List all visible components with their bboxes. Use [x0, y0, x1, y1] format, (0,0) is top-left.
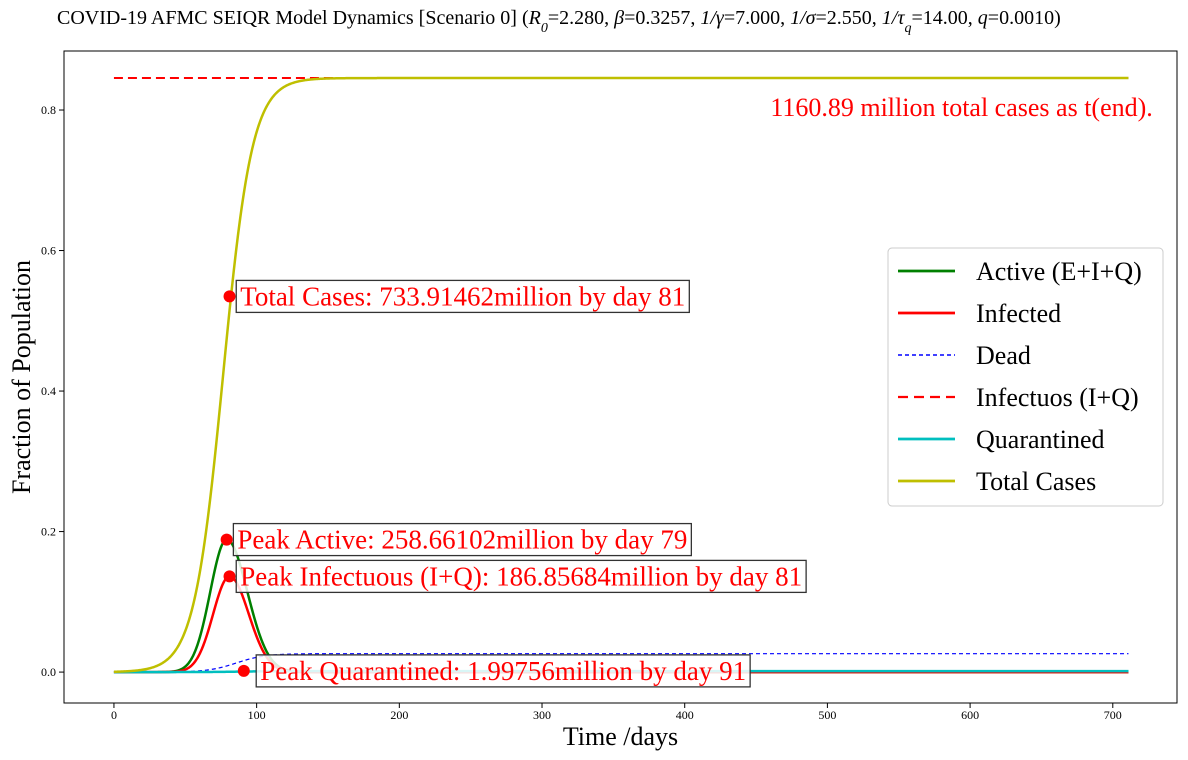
- legend-label: Infected: [976, 299, 1061, 328]
- legend: Active (E+I+Q) Infected Dead Infectuos (I+Q…: [887, 247, 1164, 507]
- y-tick-label: 0.2: [41, 525, 56, 539]
- y-tick-label: 0.4: [41, 384, 56, 398]
- y-axis-label: Fraction of Population: [7, 260, 36, 494]
- annotation-text: Peak Infectuous (I+Q): 186.85684million …: [240, 561, 802, 591]
- x-tick-label: 300: [533, 708, 551, 722]
- series-line-total-cases: [113, 76, 1129, 674]
- annotation-text: Peak Active: 258.66102million by day 79: [237, 525, 687, 555]
- annotation-text: Peak Quarantined: 1.99756million by day …: [260, 656, 746, 686]
- legend-box: [887, 247, 1164, 507]
- annotation: Peak Infectuous (I+Q): 186.85684million …: [235, 559, 807, 594]
- annotation: Peak Quarantined: 1.99756million by day …: [255, 654, 751, 688]
- peak-marker: [223, 570, 236, 583]
- x-axis: 0 100 200 300 400 500 600 700: [111, 703, 1122, 722]
- peak-marker: [237, 664, 250, 677]
- annotation-layer: Total Cases: 733.91462million by day 81 P…: [232, 93, 1153, 688]
- legend-label: Quarantined: [976, 425, 1105, 454]
- y-tick-label: 0.8: [41, 103, 56, 117]
- annotation: Peak Active: 258.66102million by day 79: [232, 522, 692, 557]
- title-text: COVID-19 AFMC SEIQR Model Dynamics [Scen…: [57, 7, 1061, 36]
- y-axis: 0.0 0.2 0.4 0.6 0.8: [41, 103, 64, 679]
- legend-label: Dead: [976, 341, 1031, 370]
- y-tick-label: 0.6: [41, 244, 56, 258]
- annotation-text: Total Cases: 733.91462million by day 81: [240, 281, 685, 311]
- x-tick-label: 700: [1104, 708, 1122, 722]
- x-tick-label: 600: [961, 708, 979, 722]
- x-axis-label: Time /days: [563, 722, 678, 751]
- marker-layer: [220, 290, 250, 677]
- y-tick-label: 0.0: [41, 665, 56, 679]
- x-tick-label: 0: [111, 708, 117, 722]
- peak-marker: [220, 533, 233, 546]
- chart-title: COVID-19 AFMC SEIQR Model Dynamics [Scen…: [57, 7, 1061, 36]
- annotation: 1160.89 million total cases as t(end).: [770, 93, 1152, 122]
- x-tick-label: 400: [676, 708, 694, 722]
- series-line-active-e-i-q: [113, 538, 1129, 674]
- annotation: Total Cases: 733.91462million by day 81: [235, 279, 690, 314]
- x-tick-label: 500: [818, 708, 836, 722]
- annotation-text: 1160.89 million total cases as t(end).: [770, 93, 1152, 122]
- peak-marker: [223, 290, 236, 303]
- x-tick-label: 100: [248, 708, 266, 722]
- legend-label: Total Cases: [976, 467, 1096, 496]
- plot-area: [63, 50, 1178, 704]
- x-tick-label: 200: [390, 708, 408, 722]
- legend-label: Infectuos (I+Q): [976, 383, 1139, 412]
- legend-label: Active (E+I+Q): [976, 257, 1142, 286]
